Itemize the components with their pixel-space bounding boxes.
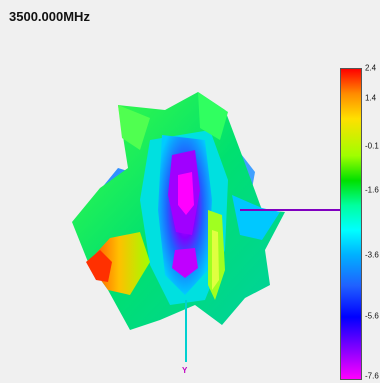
pattern-null-lower [172,248,198,278]
pattern-null-core [178,172,194,215]
colorbar-tick: -7.6 [365,371,379,381]
y-axis-label: Y [182,366,188,375]
colorbar-tick: 1.4 [365,93,377,103]
frequency-label: 3500.000MHz [9,9,90,24]
colorbar-tick: -0.1 [365,141,379,151]
colorbar [340,68,362,380]
colorbar-tick: -1.6 [365,185,379,195]
colorbar-tick: -5.6 [365,311,379,321]
colorbar-tick: 2.4 [365,63,377,73]
pattern-lobe-right [232,195,280,240]
pattern-spike-top-right [198,92,228,140]
pattern-hot-spot [86,250,112,282]
pattern-yellow-streak [212,230,219,290]
colorbar-tick: -3.6 [365,250,379,260]
pattern-spike-top-left [118,105,150,150]
